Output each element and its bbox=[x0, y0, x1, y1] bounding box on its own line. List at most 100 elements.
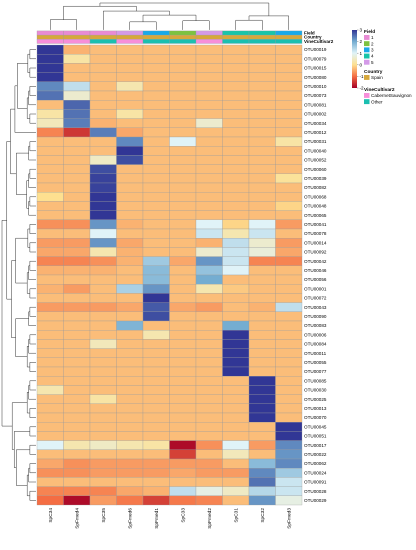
heatmap-cell-OTU00040-SpFmed1 bbox=[142, 146, 170, 156]
column-dendrogram-branch bbox=[129, 21, 157, 30]
annotation-Country-SpC34 bbox=[36, 34, 64, 40]
heatmap-cell-OTU00025-SpFmed4 bbox=[63, 394, 91, 404]
legend-label-VineCultivar2-CabernetSauvignon: CabernetSauvignon bbox=[371, 93, 412, 98]
heatmap-cell-OTU00085-SpFmed2 bbox=[195, 376, 223, 386]
heatmap-cell-OTU00010-SpFmed2 bbox=[195, 81, 223, 92]
row-label-OTU00042: OTU00042 bbox=[304, 259, 327, 264]
heatmap-cell-OTU00025-SpC32 bbox=[248, 394, 276, 404]
heatmap-cell-OTU00030-SpC35 bbox=[89, 385, 117, 395]
heatmap-cell-OTU00029-SpFmed3 bbox=[275, 495, 303, 506]
legend-label-VineCultivar2-Other: Other bbox=[371, 99, 383, 104]
heatmap-cell-OTU00030-SpC32 bbox=[248, 385, 276, 395]
heatmap-cell-OTU00081-SpC34 bbox=[36, 100, 64, 110]
heatmap-cell-OTU00084-SpFmed6 bbox=[116, 339, 144, 349]
row-label-OTU00062: OTU00062 bbox=[304, 461, 327, 466]
row-label-OTU00010: OTU00010 bbox=[304, 84, 327, 89]
row-dendrogram-branch bbox=[1, 220, 13, 427]
heatmap-cell-OTU00028-SpFmed4 bbox=[63, 486, 91, 496]
heatmap-cell-OTU00034-SpC31 bbox=[222, 118, 250, 128]
heatmap-cell-OTU00028-SpC34 bbox=[36, 486, 64, 496]
heatmap-cell-OTU00024-SpC32 bbox=[248, 468, 276, 478]
heatmap-cell-OTU00091-SpFmed4 bbox=[63, 477, 91, 487]
heatmap-cell-OTU00046-SpFmed3 bbox=[275, 265, 303, 276]
heatmap-cell-OTU00014-SpC35 bbox=[89, 238, 117, 248]
colorbar-tick-label: 0 bbox=[360, 62, 363, 67]
annotation-VineCultivar2-SpC33 bbox=[169, 39, 197, 44]
heatmap-cell-OTU00022-SpC34 bbox=[36, 449, 64, 460]
heatmap-cell-OTU00084-SpC32 bbox=[248, 339, 276, 349]
column-dendrogram-branch bbox=[99, 2, 270, 16]
heatmap-cell-OTU00077-SpC35 bbox=[89, 366, 117, 377]
row-dendrogram-branch bbox=[29, 444, 36, 455]
heatmap-cell-OTU00090-SpFmed2 bbox=[195, 311, 223, 322]
heatmap-cell-OTU00024-SpFmed3 bbox=[275, 468, 303, 478]
heatmap-cell-OTU00013-SpC31 bbox=[222, 403, 250, 414]
row-label-OTU00065: OTU00065 bbox=[304, 213, 327, 218]
heatmap-cell-OTU00060-SpC34 bbox=[36, 164, 64, 174]
heatmap-cell-OTU00090-SpC33 bbox=[169, 311, 197, 322]
row-label-OTU00068: OTU00068 bbox=[304, 194, 327, 199]
heatmap-cell-OTU00040-SpC35 bbox=[89, 146, 117, 156]
heatmap-cell-OTU00015-SpFmed6 bbox=[116, 63, 144, 73]
column-dendrogram-branch bbox=[182, 20, 210, 30]
heatmap-cell-OTU00085-SpFmed3 bbox=[275, 376, 303, 386]
heatmap-cell-OTU00062-SpFmed6 bbox=[116, 458, 144, 469]
heatmap-cell-OTU00051-SpFmed4 bbox=[63, 431, 91, 441]
heatmap-cell-OTU00010-SpC34 bbox=[36, 81, 64, 92]
heatmap-cell-OTU00065-SpFmed3 bbox=[275, 210, 303, 220]
heatmap-cell-OTU00010-SpC32 bbox=[248, 81, 276, 92]
heatmap-cell-OTU00081-SpC35 bbox=[89, 100, 117, 110]
heatmap-cell-OTU00029-SpC31 bbox=[222, 495, 250, 506]
heatmap-cell-OTU00031-SpC31 bbox=[222, 136, 250, 147]
heatmap-cell-OTU00055-SpFmed2 bbox=[195, 357, 223, 368]
heatmap-cell-OTU00002-SpFmed3 bbox=[275, 109, 303, 119]
heatmap-cell-OTU00060-SpFmed3 bbox=[275, 164, 303, 174]
heatmap-cell-OTU00011-SpFmed4 bbox=[63, 348, 91, 358]
heatmap-cell-OTU00083-SpFmed3 bbox=[275, 320, 303, 331]
heatmap-cell-OTU00013-SpFmed1 bbox=[142, 403, 170, 414]
heatmap-cell-OTU00051-SpC33 bbox=[169, 431, 197, 441]
heatmap-cell-OTU00029-SpFmed1 bbox=[142, 495, 170, 506]
heatmap-cell-OTU00001-SpC34 bbox=[36, 284, 64, 294]
heatmap-cell-OTU00034-SpFmed2 bbox=[195, 118, 223, 128]
heatmap-cell-OTU00077-SpC34 bbox=[36, 366, 64, 377]
heatmap-cell-OTU00070-SpC35 bbox=[89, 412, 117, 423]
heatmap-cell-OTU00083-SpC35 bbox=[89, 320, 117, 331]
annotation-VineCultivar2-SpFmed2 bbox=[195, 39, 223, 44]
heatmap-cell-OTU00015-SpFmed1 bbox=[142, 63, 170, 73]
heatmap-cell-OTU00011-SpC35 bbox=[89, 348, 117, 358]
heatmap-cell-OTU00056-SpC33 bbox=[169, 274, 197, 285]
heatmap-cell-OTU00065-SpC31 bbox=[222, 210, 250, 220]
annotation-VineCultivar2-SpC31 bbox=[222, 39, 250, 44]
heatmap-cell-OTU00062-SpFmed3 bbox=[275, 458, 303, 469]
heatmap-cell-OTU00056-SpC31 bbox=[222, 274, 250, 285]
row-dendrogram-branch bbox=[16, 449, 30, 486]
row-dendrogram-branch bbox=[29, 260, 36, 271]
heatmap-cell-OTU00045-SpFmed2 bbox=[195, 422, 223, 432]
heatmap-cell-OTU00081-SpFmed4 bbox=[63, 100, 91, 110]
heatmap-cell-OTU00077-SpFmed2 bbox=[195, 366, 223, 377]
heatmap-cell-OTU00062-SpFmed1 bbox=[142, 458, 170, 469]
heatmap-cell-OTU00065-SpC33 bbox=[169, 210, 197, 220]
heatmap-cell-OTU00013-SpC33 bbox=[169, 403, 197, 414]
heatmap-cell-OTU00090-SpFmed3 bbox=[275, 311, 303, 322]
heatmap-cell-OTU00011-SpFmed2 bbox=[195, 348, 223, 358]
heatmap-cell-OTU00034-SpFmed4 bbox=[63, 118, 91, 128]
heatmap-cell-OTU00001-SpFmed3 bbox=[275, 284, 303, 294]
heatmap-cell-OTU00056-SpFmed1 bbox=[142, 274, 170, 285]
heatmap-cell-OTU00011-SpC33 bbox=[169, 348, 197, 358]
heatmap-cell-OTU00090-SpFmed1 bbox=[142, 311, 170, 322]
row-label-OTU00085: OTU00085 bbox=[304, 378, 327, 383]
heatmap-cell-OTU00046-SpC35 bbox=[89, 265, 117, 276]
row-label-OTU00028: OTU00028 bbox=[304, 489, 327, 494]
heatmap-cell-OTU00011-SpFmed6 bbox=[116, 348, 144, 358]
heatmap-cell-OTU00062-SpC35 bbox=[89, 458, 117, 469]
heatmap-cell-OTU00077-SpFmed6 bbox=[116, 366, 144, 377]
heatmap-cell-OTU00079-SpFmed2 bbox=[195, 54, 223, 64]
heatmap-cell-OTU00065-SpFmed2 bbox=[195, 210, 223, 220]
heatmap-cell-OTU00002-SpC35 bbox=[89, 109, 117, 119]
heatmap-cell-OTU00079-SpFmed6 bbox=[116, 54, 144, 64]
heatmap-cell-OTU00017-SpC32 bbox=[248, 440, 276, 450]
heatmap-cell-OTU00017-SpC34 bbox=[36, 440, 64, 450]
